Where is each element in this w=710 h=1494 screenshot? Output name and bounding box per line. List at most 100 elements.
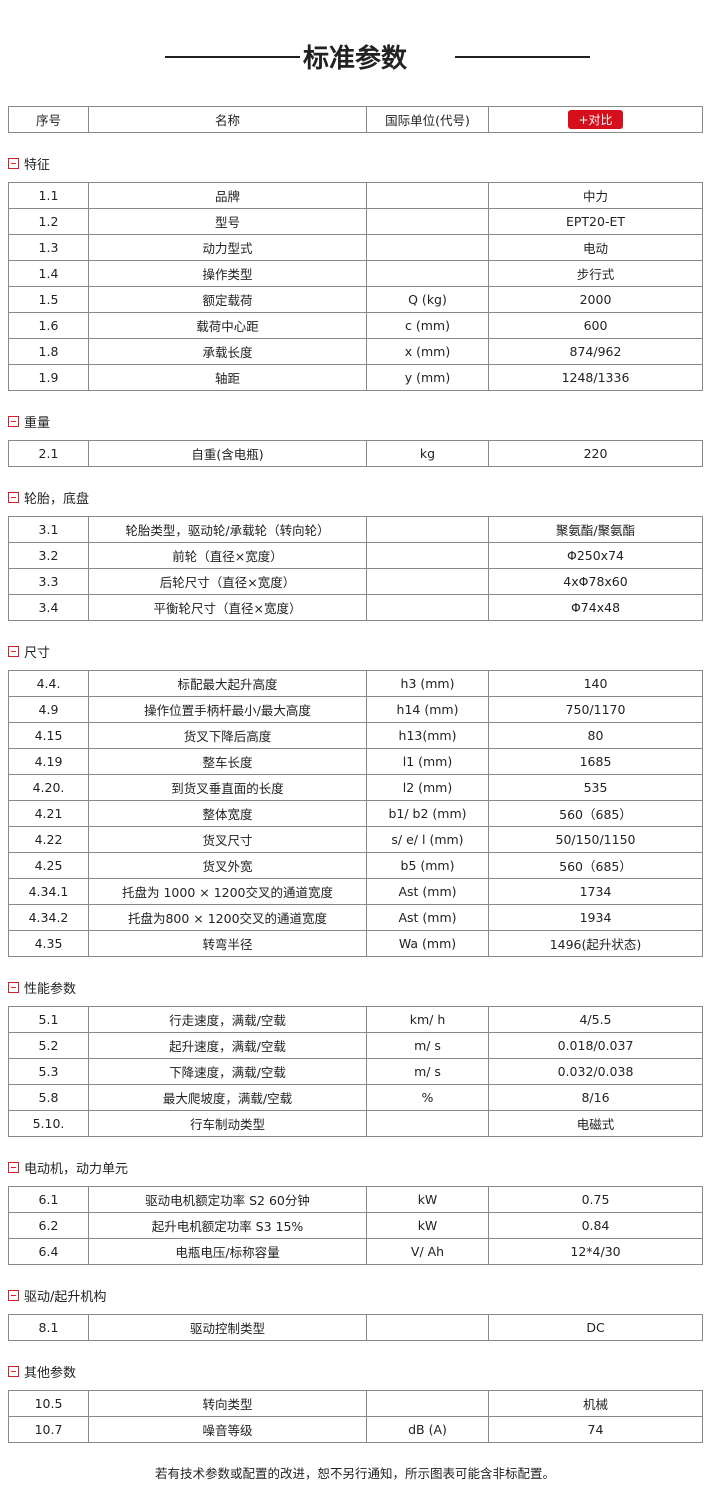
row-value: DC — [488, 1314, 703, 1341]
collapse-icon[interactable] — [8, 1290, 19, 1301]
compare-button[interactable]: +对比 — [568, 110, 623, 129]
row-name: 下降速度，满载/空载 — [88, 1058, 367, 1085]
collapse-icon[interactable] — [8, 982, 19, 993]
table-row: 3.3 后轮尺寸（直径×宽度） 4xΦ78x60 — [8, 568, 703, 595]
section-toggle[interactable]: 尺寸 — [8, 642, 50, 661]
section-header: 重量 — [0, 391, 710, 440]
row-name: 型号 — [88, 208, 367, 235]
row-value: 600 — [488, 312, 703, 339]
table-row: 4.20. 到货叉垂直面的长度 l2 (mm) 535 — [8, 774, 703, 801]
row-no: 1.8 — [8, 338, 89, 365]
table-row: 10.7 噪音等级 dB (A) 74 — [8, 1416, 703, 1443]
spec-table: 8.1 驱动控制类型 DC — [8, 1314, 703, 1341]
row-name: 品牌 — [88, 182, 367, 209]
table-row: 5.2 起升速度，满载/空载 m/ s 0.018/0.037 — [8, 1032, 703, 1059]
row-name: 前轮（直径×宽度） — [88, 542, 367, 569]
row-no: 4.35 — [8, 930, 89, 957]
section-title: 电动机，动力单元 — [24, 1162, 129, 1177]
row-name: 噪音等级 — [88, 1416, 367, 1443]
row-name: 操作位置手柄杆最小/最大高度 — [88, 696, 367, 723]
section-toggle[interactable]: 特征 — [8, 154, 50, 173]
row-no: 1.1 — [8, 182, 89, 209]
row-value: 1685 — [488, 748, 703, 775]
section-title: 其他参数 — [24, 1366, 77, 1381]
row-value: 1496(起升状态) — [488, 930, 703, 957]
row-value: 8/16 — [488, 1084, 703, 1111]
row-no: 5.2 — [8, 1032, 89, 1059]
row-value: 220 — [488, 440, 703, 467]
table-row: 6.2 起升电机额定功率 S3 15% kW 0.84 — [8, 1212, 703, 1239]
row-no: 1.5 — [8, 286, 89, 313]
table-row: 4.21 整体宽度 b1/ b2 (mm) 560（685） — [8, 800, 703, 827]
collapse-icon[interactable] — [8, 492, 19, 503]
section-header: 驱动/起升机构 — [0, 1265, 710, 1314]
row-value: 聚氨酯/聚氨酯 — [488, 516, 703, 543]
collapse-icon[interactable] — [8, 416, 19, 427]
header-no: 序号 — [8, 106, 89, 133]
row-name: 驱动电机额定功率 S2 60分钟 — [88, 1186, 367, 1213]
row-value: 电磁式 — [488, 1110, 703, 1137]
table-row: 4.9 操作位置手柄杆最小/最大高度 h14 (mm) 750/1170 — [8, 696, 703, 723]
row-value: 4/5.5 — [488, 1006, 703, 1033]
title-divider-right — [455, 56, 590, 58]
row-name: 货叉外宽 — [88, 852, 367, 879]
section-header: 其他参数 — [0, 1341, 710, 1390]
footer-note: 若有技术参数或配置的改进，恕不另行通知，所示图表可能含非标配置。 — [154, 1466, 555, 1481]
table-row: 3.4 平衡轮尺寸（直径×宽度） Φ74x48 — [8, 594, 703, 621]
row-unit: l1 (mm) — [366, 748, 489, 775]
row-unit — [366, 516, 489, 543]
collapse-icon[interactable] — [8, 1366, 19, 1377]
table-row: 3.1 轮胎类型，驱动轮/承载轮（转向轮） 聚氨酯/聚氨酯 — [8, 516, 703, 543]
section-toggle[interactable]: 其他参数 — [8, 1362, 76, 1381]
row-value: 874/962 — [488, 338, 703, 365]
row-name: 标配最大起升高度 — [88, 670, 367, 697]
collapse-icon[interactable] — [8, 1162, 19, 1173]
section-toggle[interactable]: 重量 — [8, 412, 50, 431]
row-value: 74 — [488, 1416, 703, 1443]
row-name: 起升速度，满载/空载 — [88, 1032, 367, 1059]
table-row: 5.1 行走速度，满载/空载 km/ h 4/5.5 — [8, 1006, 703, 1033]
section-header: 尺寸 — [0, 621, 710, 670]
table-row: 1.8 承载长度 x (mm) 874/962 — [8, 338, 703, 365]
row-no: 6.2 — [8, 1212, 89, 1239]
table-row: 10.5 转向类型 机械 — [8, 1390, 703, 1417]
row-value: 1734 — [488, 878, 703, 905]
row-name: 托盘为800 × 1200交叉的通道宽度 — [88, 904, 367, 931]
row-unit: % — [366, 1084, 489, 1111]
table-row: 4.34.2 托盘为800 × 1200交叉的通道宽度 Ast (mm) 1934 — [8, 904, 703, 931]
row-name: 轮胎类型，驱动轮/承载轮（转向轮） — [88, 516, 367, 543]
row-value: 机械 — [488, 1390, 703, 1417]
table-row: 5.8 最大爬坡度，满载/空载% 8/16 — [8, 1084, 703, 1111]
section-title: 特征 — [24, 158, 51, 173]
row-value: 0.75 — [488, 1186, 703, 1213]
row-no: 4.22 — [8, 826, 89, 853]
spec-table: 3.1 轮胎类型，驱动轮/承载轮（转向轮） 聚氨酯/聚氨酯 3.2 前轮（直径×宽度） Φ… — [8, 516, 703, 621]
title-area: 标准参数 — [0, 0, 710, 106]
row-no: 6.4 — [8, 1238, 89, 1265]
section-header: 电动机，动力单元 — [0, 1137, 710, 1186]
section-header: 特征 — [0, 133, 710, 182]
row-no: 6.1 — [8, 1186, 89, 1213]
collapse-icon[interactable] — [8, 646, 19, 657]
spec-table: 6.1 驱动电机额定功率 S2 60分钟 kW 0.75 6.2 起升电机额定功率 S3 … — [8, 1186, 703, 1265]
section-toggle[interactable]: 轮胎，底盘 — [8, 488, 89, 507]
section-title: 驱动/起升机构 — [24, 1290, 107, 1305]
row-no: 1.3 — [8, 234, 89, 261]
row-unit: Wa (mm) — [366, 930, 489, 957]
table-row: 4.35 转弯半径 Wa (mm) 1496(起升状态) — [8, 930, 703, 957]
row-name: 货叉下降后高度 — [88, 722, 367, 749]
row-value: 2000 — [488, 286, 703, 313]
row-value: 535 — [488, 774, 703, 801]
row-name: 转弯半径 — [88, 930, 367, 957]
collapse-icon[interactable] — [8, 158, 19, 169]
section-toggle[interactable]: 性能参数 — [8, 978, 76, 997]
row-name: 载荷中心距 — [88, 312, 367, 339]
section-toggle[interactable]: 驱动/起升机构 — [8, 1286, 106, 1305]
table-row: 1.3 动力型式 电动 — [8, 234, 703, 261]
row-name: 平衡轮尺寸（直径×宽度） — [88, 594, 367, 621]
row-unit — [366, 568, 489, 595]
row-unit: kW — [366, 1212, 489, 1239]
section-toggle[interactable]: 电动机，动力单元 — [8, 1158, 128, 1177]
spec-table: 2.1 自重(含电瓶) kg 220 — [8, 440, 703, 467]
